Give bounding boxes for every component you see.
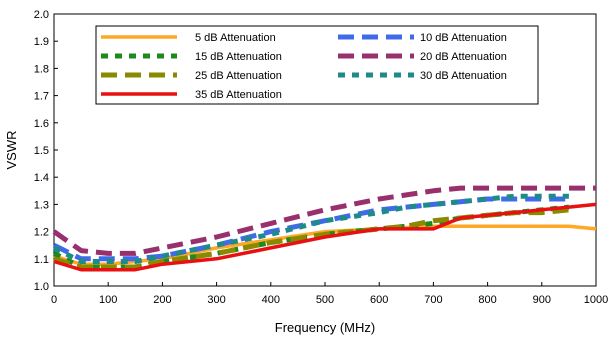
y-tick-label: 1.9 [34, 36, 49, 48]
x-tick-label: 800 [478, 294, 496, 306]
legend-label-3: 15 dB Attenuation [195, 51, 282, 63]
legend-label-7: 35 dB Attenuation [195, 89, 282, 101]
x-tick-label: 700 [424, 294, 442, 306]
series-layer [52, 185, 597, 272]
legend-label-4: 20 dB Attenuation [420, 51, 507, 63]
x-tick-label: 200 [153, 294, 171, 306]
legend: 5 dB Attenuation 10 dB Attenuation 15 dB A… [95, 25, 539, 105]
y-tick-label: 1.2 [34, 227, 49, 239]
legend-box [95, 25, 539, 105]
y-tick-label: 1.0 [34, 281, 49, 293]
x-tick-label: 900 [533, 294, 551, 306]
y-tick-label: 1.4 [34, 172, 49, 184]
y-tick-label: 1.8 [34, 63, 49, 75]
x-tick-label: 0 [51, 294, 57, 306]
series-line-6 [52, 193, 569, 264]
y-tick-label: 1.3 [34, 199, 49, 211]
x-tick-label: 600 [370, 294, 388, 306]
legend-label-1: 5 dB Attenuation [195, 32, 276, 44]
y-axis-ticks: 1.0 1.1 1.2 1.3 1.4 1.5 1.6 1.7 1.8 1.9 2.0 [34, 9, 58, 293]
y-tick-label: 1.6 [34, 118, 49, 130]
y-tick-label: 1.5 [34, 145, 49, 157]
y-tick-label: 2.0 [34, 9, 49, 21]
series-line-7 [53, 202, 597, 272]
y-tick-label: 1.1 [34, 254, 49, 266]
x-tick-label: 1000 [584, 294, 608, 306]
y-tick-label: 1.7 [34, 91, 49, 103]
x-tick-label: 100 [99, 294, 117, 306]
x-axis-ticks: 0 100 200 300 400 500 600 700 800 900 1000 [51, 282, 608, 306]
legend-label-6: 30 dB Attenuation [420, 70, 507, 82]
y-axis-title: VSWR [4, 131, 19, 170]
x-axis-title: Frequency (MHz) [275, 320, 375, 335]
x-tick-label: 500 [316, 294, 334, 306]
x-tick-label: 300 [207, 294, 225, 306]
series-line-4 [52, 185, 596, 256]
x-tick-label: 400 [262, 294, 280, 306]
legend-label-2: 10 dB Attenuation [420, 32, 507, 44]
legend-label-5: 25 dB Attenuation [195, 70, 282, 82]
